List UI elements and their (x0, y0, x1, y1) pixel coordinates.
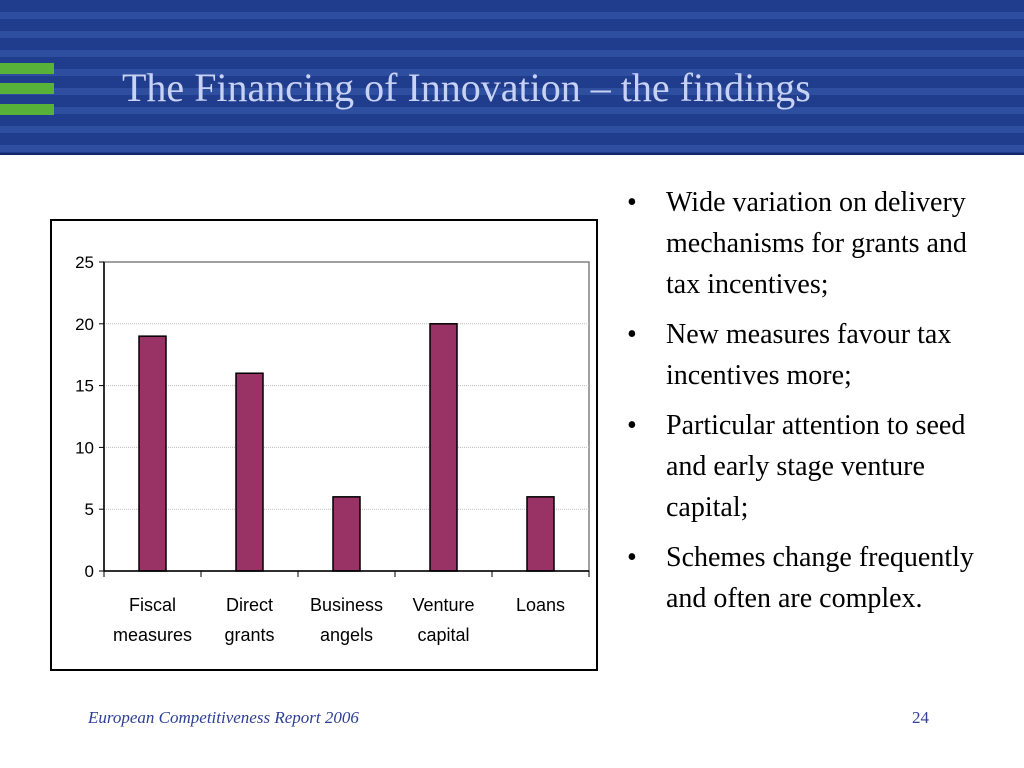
x-tick-label: Business (310, 595, 383, 615)
y-tick-label: 15 (75, 377, 94, 396)
bar-0 (138, 335, 167, 572)
bullet-text: Schemes change frequently and often are … (666, 542, 974, 614)
bullet-item: • New measures favour tax incentives more… (625, 314, 985, 396)
bar-2 (332, 496, 361, 572)
bar-3 (429, 323, 458, 572)
x-tick-label: grants (224, 625, 274, 645)
y-tick-label: 5 (85, 500, 94, 519)
bar-1 (235, 372, 264, 572)
bullet-marker: • (627, 542, 637, 573)
x-tick-label: Venture (412, 595, 474, 615)
bullet-item: • Wide variation on delivery mechanisms f… (625, 182, 985, 305)
logo-icon (0, 63, 54, 115)
x-tick-label: angels (320, 625, 373, 645)
y-tick-label: 20 (75, 315, 94, 334)
bullet-marker: • (627, 187, 637, 218)
bullet-text: Wide variation on delivery mechanisms fo… (666, 187, 967, 300)
title-banner: The Financing of Innovation – the findin… (0, 0, 1024, 155)
footer-source: European Competitiveness Report 2006 (88, 708, 359, 727)
x-tick-label: measures (113, 625, 192, 645)
slide-title: The Financing of Innovation – the findin… (122, 65, 811, 110)
x-tick-label: capital (417, 625, 469, 645)
y-tick-label: 10 (75, 438, 94, 457)
bullet-marker: • (627, 410, 637, 441)
bullet-list: • Wide variation on delivery mechanisms f… (625, 182, 985, 628)
bar-chart-frame: 0 5 10 15 20 25 Fiscal measures Direct grants Busi… (50, 219, 598, 671)
logo-stripe (0, 63, 54, 74)
bullet-marker: • (627, 319, 637, 350)
bullet-item: • Particular attention to seed and early … (625, 405, 985, 528)
page-number: 24 (912, 708, 929, 727)
x-tick-label: Loans (516, 595, 565, 615)
x-tick-label: Direct (226, 595, 273, 615)
bullet-item: • Schemes change frequently and often are… (625, 537, 985, 619)
bullet-text: New measures favour tax incentives more; (666, 319, 952, 391)
y-tick-label: 0 (85, 562, 94, 581)
logo-stripe (0, 104, 54, 115)
logo-stripe (0, 83, 54, 94)
bar-chart: 0 5 10 15 20 25 Fiscal measures Direct grants Busi… (75, 253, 590, 645)
bar-4 (526, 496, 555, 572)
x-tick-label: Fiscal (129, 595, 176, 615)
y-tick-label: 25 (75, 253, 94, 272)
bullet-text: Particular attention to seed and early s… (666, 410, 966, 523)
